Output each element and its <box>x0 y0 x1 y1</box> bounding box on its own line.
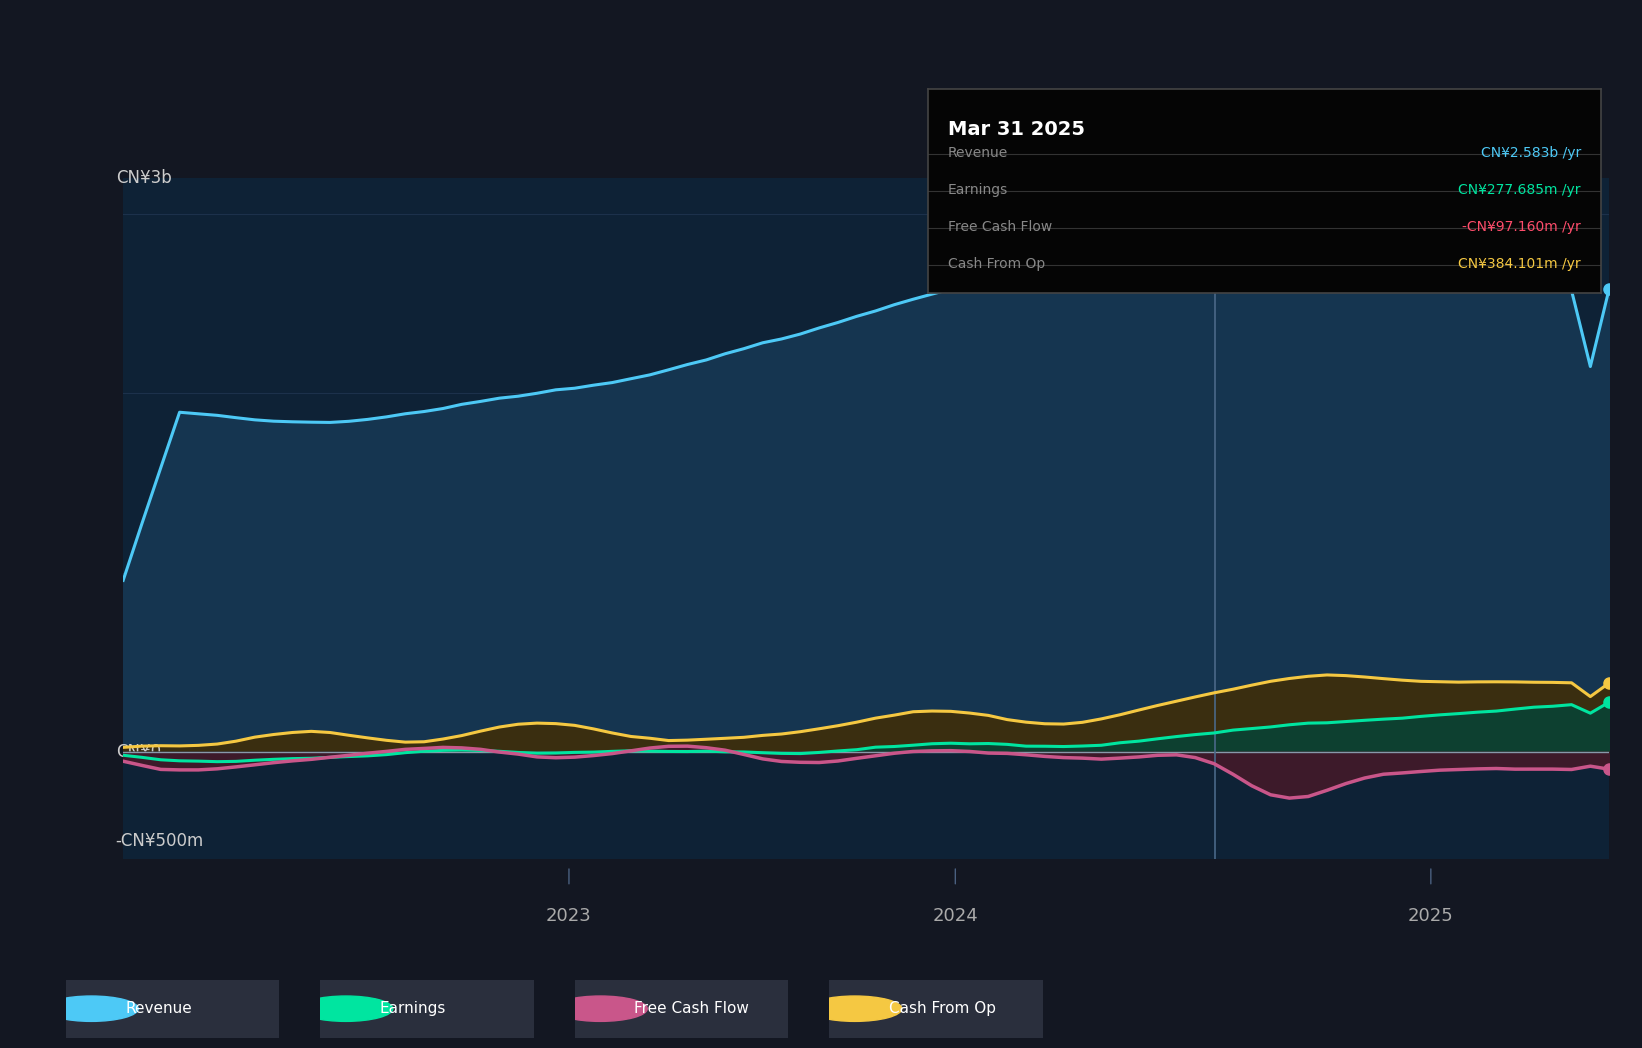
Text: Revenue: Revenue <box>125 1001 192 1017</box>
Text: 2024: 2024 <box>933 908 979 925</box>
Text: Revenue: Revenue <box>947 147 1008 160</box>
Text: CN¥384.101m /yr: CN¥384.101m /yr <box>1458 257 1581 270</box>
Text: Earnings: Earnings <box>379 1001 447 1017</box>
Text: Free Cash Flow: Free Cash Flow <box>947 220 1053 234</box>
Text: Cash From Op: Cash From Op <box>888 1001 997 1017</box>
Text: CN¥3b: CN¥3b <box>115 169 171 187</box>
Circle shape <box>808 996 901 1022</box>
Text: -CN¥500m: -CN¥500m <box>115 832 204 850</box>
Text: CN¥0: CN¥0 <box>115 743 161 761</box>
Circle shape <box>299 996 392 1022</box>
Text: Earnings: Earnings <box>947 183 1008 197</box>
Circle shape <box>553 996 647 1022</box>
Text: Cash From Op: Cash From Op <box>947 257 1046 270</box>
Text: CN¥2.583b /yr: CN¥2.583b /yr <box>1481 147 1581 160</box>
Text: 2025: 2025 <box>1407 908 1453 925</box>
Text: -CN¥97.160m /yr: -CN¥97.160m /yr <box>1461 220 1581 234</box>
Text: 2023: 2023 <box>547 908 591 925</box>
Circle shape <box>44 996 138 1022</box>
Text: CN¥277.685m /yr: CN¥277.685m /yr <box>1458 183 1581 197</box>
Text: Free Cash Flow: Free Cash Flow <box>634 1001 749 1017</box>
Text: Mar 31 2025: Mar 31 2025 <box>947 119 1085 138</box>
Text: Past: Past <box>1230 199 1264 217</box>
